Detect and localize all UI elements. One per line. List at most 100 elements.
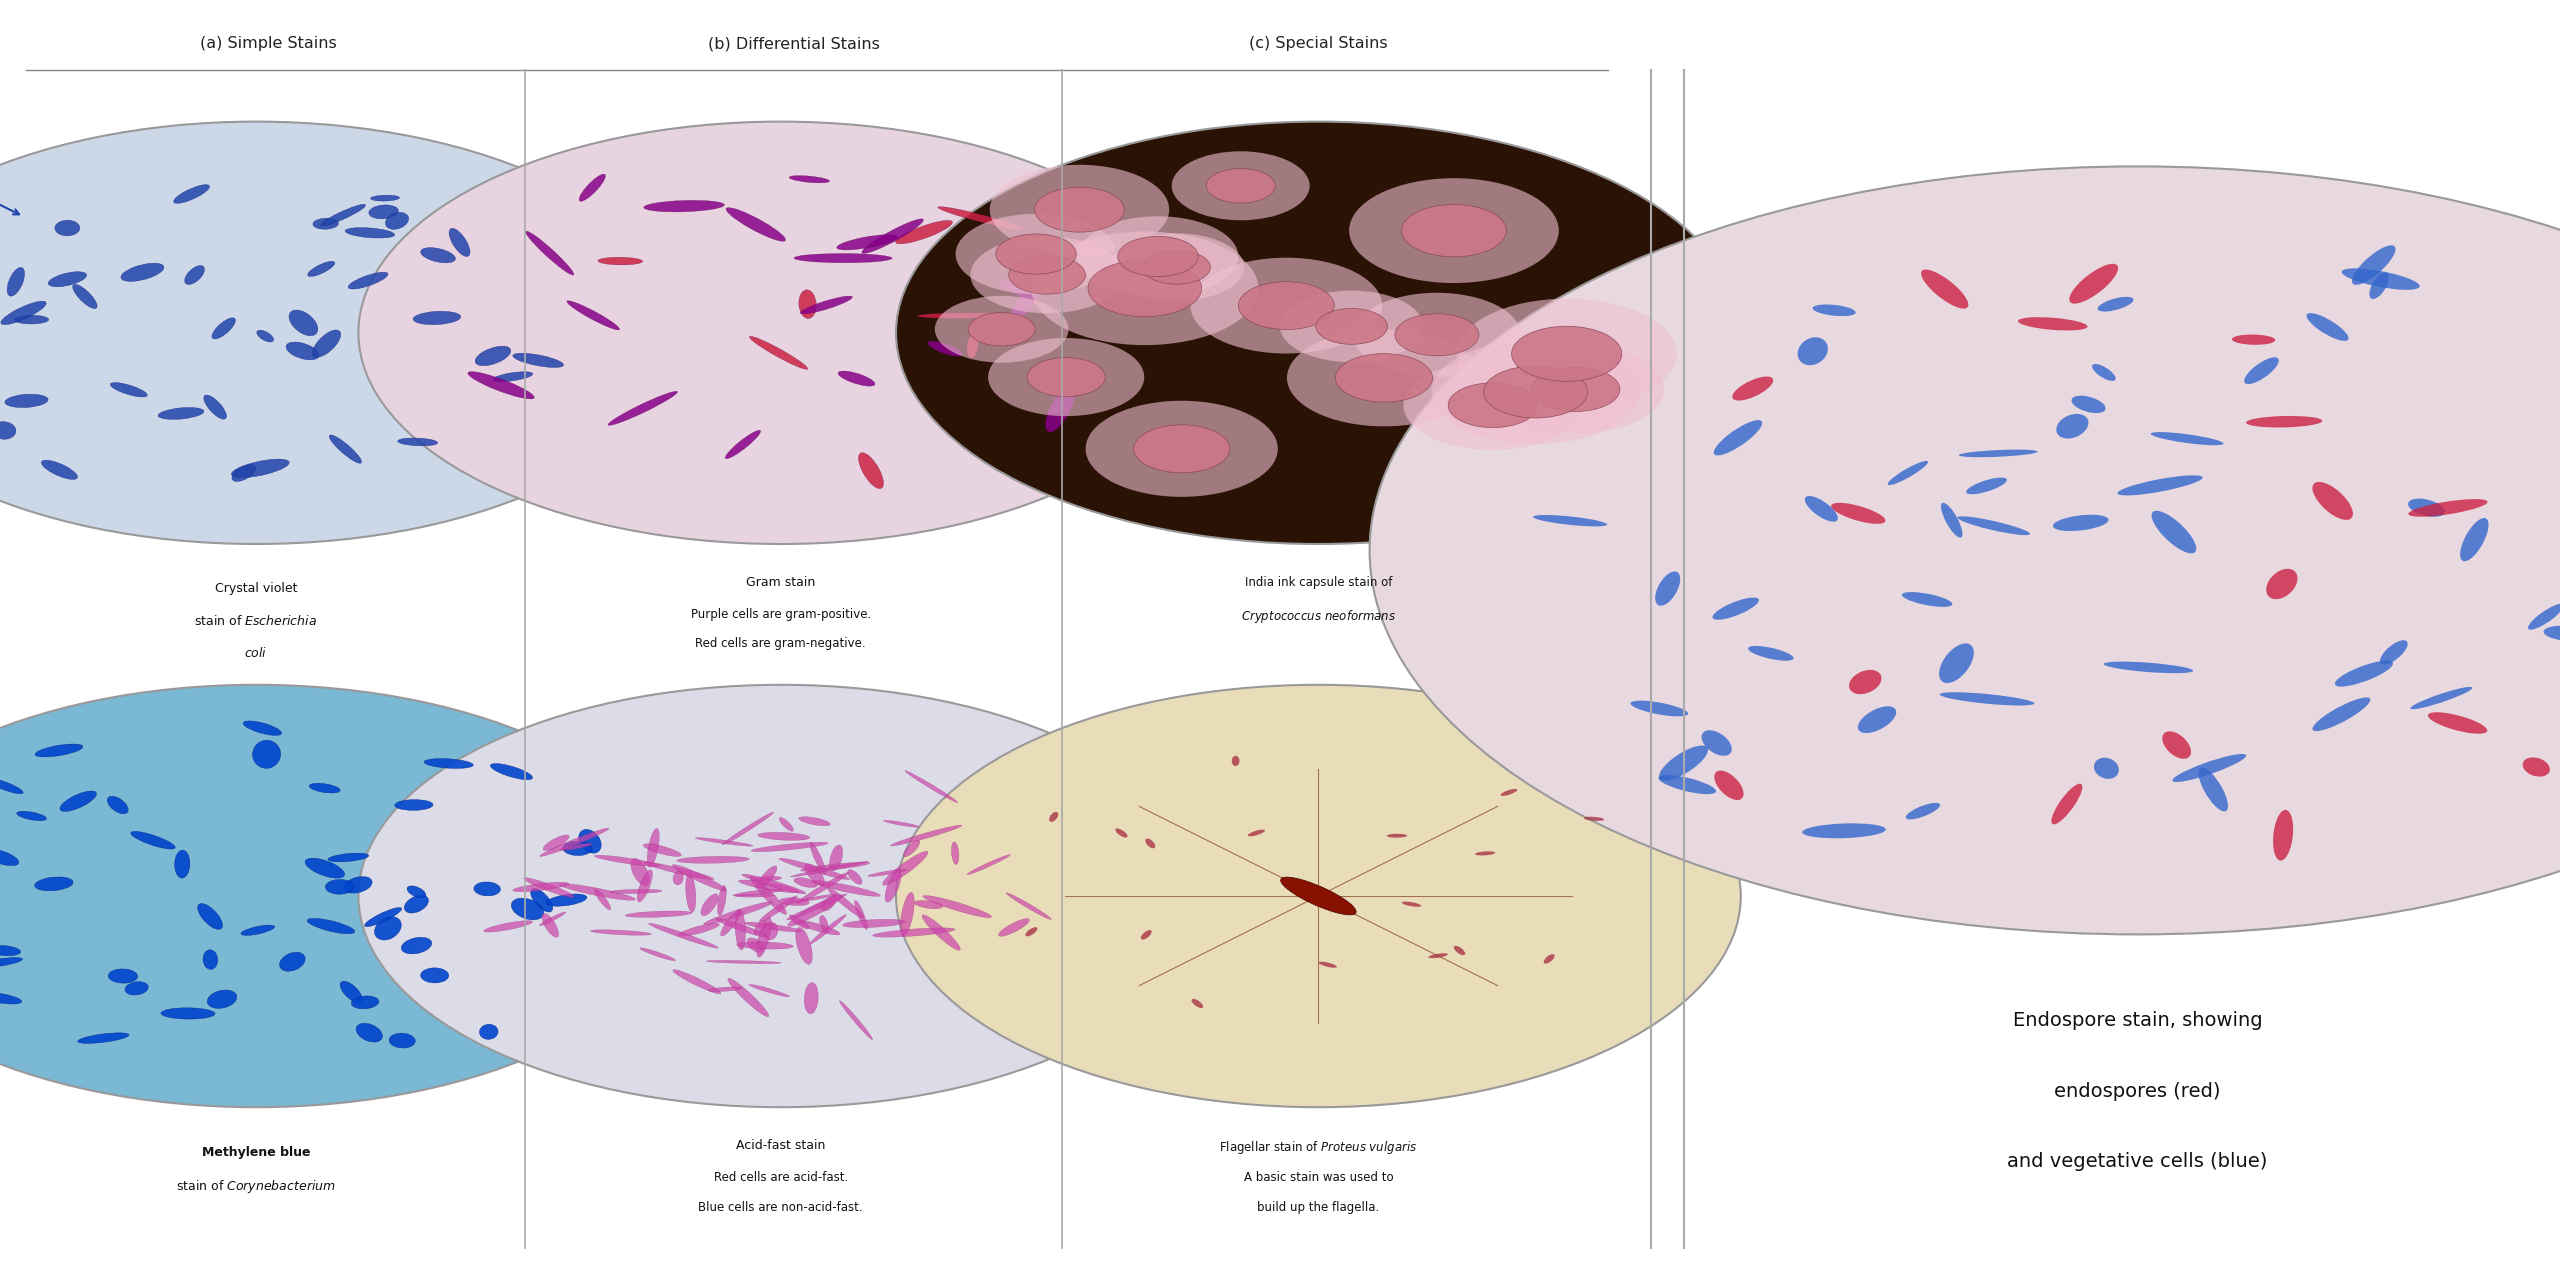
Ellipse shape (648, 923, 719, 948)
Ellipse shape (1715, 771, 1743, 800)
Ellipse shape (809, 842, 827, 874)
Ellipse shape (709, 987, 742, 992)
Circle shape (1288, 329, 1482, 426)
Ellipse shape (755, 877, 781, 881)
Ellipse shape (1428, 954, 1449, 959)
Ellipse shape (197, 904, 223, 929)
Ellipse shape (312, 330, 340, 357)
Circle shape (1088, 260, 1201, 316)
Ellipse shape (717, 886, 727, 915)
Ellipse shape (202, 950, 218, 969)
Ellipse shape (676, 856, 750, 863)
Ellipse shape (1142, 931, 1152, 940)
Ellipse shape (796, 928, 812, 964)
Ellipse shape (858, 453, 883, 489)
Ellipse shape (389, 1033, 415, 1048)
Ellipse shape (2163, 731, 2191, 759)
Ellipse shape (1905, 803, 1940, 819)
Ellipse shape (673, 970, 722, 993)
Ellipse shape (648, 828, 660, 868)
Ellipse shape (468, 371, 535, 399)
Ellipse shape (1388, 833, 1408, 837)
Ellipse shape (49, 271, 87, 287)
Ellipse shape (2053, 515, 2109, 531)
Ellipse shape (36, 877, 74, 891)
Circle shape (1487, 346, 1664, 434)
Ellipse shape (760, 896, 796, 922)
Ellipse shape (1805, 497, 1838, 522)
Ellipse shape (328, 854, 369, 861)
Ellipse shape (0, 778, 23, 794)
Ellipse shape (791, 861, 868, 877)
Circle shape (0, 685, 678, 1107)
Ellipse shape (968, 855, 1011, 874)
Ellipse shape (1713, 598, 1759, 620)
Ellipse shape (748, 938, 763, 952)
Ellipse shape (2371, 273, 2388, 300)
Text: (b) Differential Stains: (b) Differential Stains (707, 36, 881, 51)
Ellipse shape (643, 861, 714, 879)
Ellipse shape (1247, 829, 1265, 836)
Circle shape (1370, 166, 2560, 934)
Ellipse shape (829, 845, 842, 870)
Ellipse shape (1659, 745, 1708, 781)
Ellipse shape (896, 220, 952, 244)
Ellipse shape (387, 212, 410, 229)
Ellipse shape (1006, 892, 1052, 919)
Ellipse shape (2307, 314, 2348, 340)
Ellipse shape (131, 832, 174, 849)
Ellipse shape (758, 916, 771, 957)
Ellipse shape (998, 280, 1037, 298)
Ellipse shape (374, 916, 402, 940)
Ellipse shape (2056, 413, 2089, 439)
Ellipse shape (804, 864, 824, 886)
Ellipse shape (54, 220, 79, 236)
Ellipse shape (717, 919, 768, 937)
Ellipse shape (525, 232, 573, 275)
Ellipse shape (364, 908, 402, 927)
Ellipse shape (2522, 758, 2550, 777)
Ellipse shape (812, 881, 881, 896)
Ellipse shape (750, 984, 788, 997)
Ellipse shape (0, 301, 46, 325)
Circle shape (1032, 232, 1260, 346)
Ellipse shape (36, 744, 82, 756)
Ellipse shape (563, 841, 591, 855)
Ellipse shape (1802, 823, 1887, 838)
Ellipse shape (2104, 662, 2194, 673)
Ellipse shape (289, 310, 317, 335)
Ellipse shape (1403, 901, 1421, 906)
Ellipse shape (735, 895, 776, 897)
Ellipse shape (724, 430, 760, 458)
Ellipse shape (320, 205, 366, 225)
Ellipse shape (2017, 317, 2086, 330)
Ellipse shape (1144, 838, 1155, 849)
Text: $\it{Cryptococcus\ neoformans}$: $\it{Cryptococcus\ neoformans}$ (1242, 608, 1395, 625)
Ellipse shape (77, 1033, 128, 1043)
Ellipse shape (745, 922, 801, 932)
Ellipse shape (397, 438, 438, 445)
Ellipse shape (479, 1024, 499, 1039)
Circle shape (1034, 187, 1124, 232)
Ellipse shape (750, 842, 829, 851)
Ellipse shape (184, 265, 205, 284)
Ellipse shape (1631, 700, 1687, 717)
Circle shape (968, 312, 1034, 346)
Ellipse shape (59, 791, 97, 812)
Ellipse shape (637, 869, 653, 902)
Circle shape (1531, 367, 1620, 411)
Ellipse shape (402, 937, 433, 954)
Ellipse shape (540, 911, 566, 925)
Circle shape (1395, 314, 1480, 356)
Ellipse shape (2412, 687, 2473, 709)
Text: Red cells are acid-fast.: Red cells are acid-fast. (714, 1171, 847, 1184)
Ellipse shape (678, 923, 719, 936)
Ellipse shape (2245, 416, 2322, 428)
Ellipse shape (2092, 364, 2115, 381)
Ellipse shape (474, 882, 499, 896)
Ellipse shape (701, 893, 719, 915)
Ellipse shape (161, 1007, 215, 1019)
Ellipse shape (108, 969, 138, 983)
Ellipse shape (788, 895, 842, 927)
Ellipse shape (1544, 954, 1554, 964)
